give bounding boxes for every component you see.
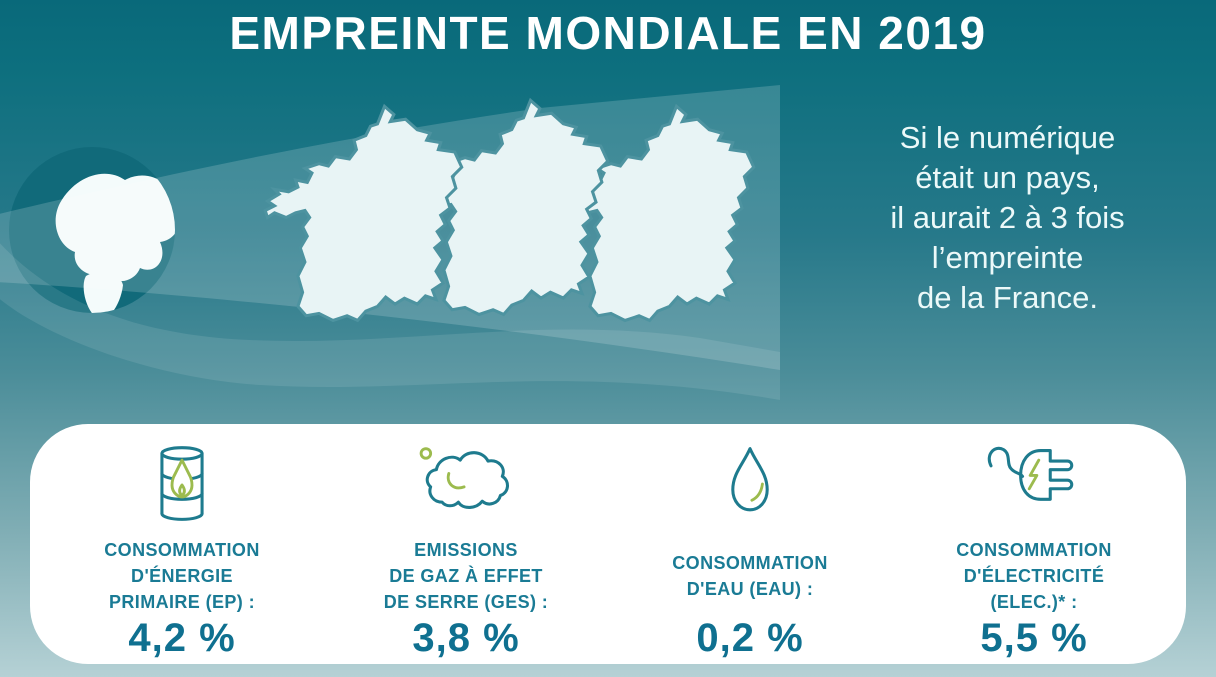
stat-label: CONSOMMATION D'ÉNERGIE PRIMAIRE (EP) :: [104, 536, 259, 616]
stat-value: 3,8 %: [412, 616, 520, 660]
stat-label-line: PRIMAIRE (EP) :: [108, 592, 255, 612]
caption-line: était un pays,: [915, 160, 1100, 195]
hero-scene-graphic: [0, 85, 780, 400]
stat-label: EMISSIONS DE GAZ À EFFET DE SERRE (GES) …: [384, 536, 548, 616]
water-drop-icon: [695, 440, 805, 528]
caption-line: il aurait 2 à 3 fois: [890, 200, 1125, 235]
stats-card: CONSOMMATION D'ÉNERGIE PRIMAIRE (EP) : 4…: [30, 424, 1186, 664]
oil-barrel-icon: [127, 440, 237, 528]
stat-electricite: CONSOMMATION D'ÉLECTRICITÉ (ELEC.)* : 5,…: [892, 440, 1176, 664]
hero-scene: [0, 70, 1216, 430]
stat-label-line: (ELEC.)* :: [990, 592, 1078, 612]
stat-value: 0,2 %: [696, 616, 804, 660]
stat-label-line: CONSOMMATION: [672, 553, 828, 573]
stat-label-line: EMISSIONS: [414, 540, 518, 560]
greenhouse-gas-cloud-icon: [411, 440, 521, 528]
stat-label-line: D'EAU (EAU) :: [686, 579, 814, 599]
caption-line: de la France.: [917, 280, 1098, 315]
caption-line: Si le numérique: [899, 120, 1116, 155]
stat-label: CONSOMMATION D'ÉLECTRICITÉ (ELEC.)* :: [956, 536, 1111, 616]
stat-gaz-effet-serre: EMISSIONS DE GAZ À EFFET DE SERRE (GES) …: [324, 440, 608, 664]
swoosh-ribbon: [0, 243, 780, 400]
stat-label-line: CONSOMMATION: [104, 540, 260, 560]
stat-label: CONSOMMATION D'EAU (EAU) :: [672, 536, 827, 616]
globe-icon: [9, 147, 175, 313]
stat-label-line: DE GAZ À EFFET: [389, 566, 543, 586]
stat-label-line: D'ÉNERGIE: [131, 566, 233, 586]
stat-label-line: D'ÉLECTRICITÉ: [963, 566, 1105, 586]
caption-line: l’empreinte: [931, 240, 1084, 275]
electric-plug-icon: [979, 440, 1089, 528]
stat-label-line: DE SERRE (GES) :: [383, 592, 549, 612]
stat-energie-primaire: CONSOMMATION D'ÉNERGIE PRIMAIRE (EP) : 4…: [40, 440, 324, 664]
stat-eau: CONSOMMATION D'EAU (EAU) : 0,2 %: [608, 440, 892, 664]
page-title: EMPREINTE MONDIALE EN 2019: [229, 7, 987, 59]
stat-label-line: CONSOMMATION: [956, 540, 1112, 560]
stat-value: 5,5 %: [980, 616, 1088, 660]
stat-value: 4,2 %: [128, 616, 236, 660]
hero-caption: Si le numérique était un pays, il aurait…: [835, 118, 1180, 318]
